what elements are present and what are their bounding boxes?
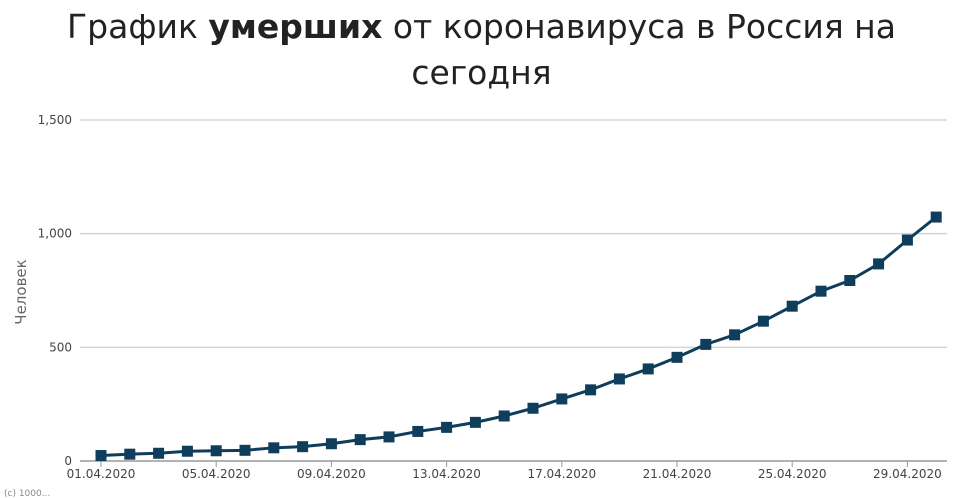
x-tick-label: 21.04.2020 bbox=[643, 467, 712, 481]
data-point[interactable] bbox=[325, 438, 337, 450]
data-point[interactable] bbox=[124, 448, 136, 460]
data-point[interactable] bbox=[153, 447, 165, 459]
data-point[interactable] bbox=[585, 384, 597, 396]
data-point[interactable] bbox=[354, 434, 366, 446]
x-tick-label: 29.04.2020 bbox=[873, 467, 942, 481]
data-point[interactable] bbox=[527, 402, 539, 414]
series-deaths bbox=[95, 211, 942, 462]
data-point[interactable] bbox=[383, 431, 395, 443]
data-point[interactable] bbox=[210, 445, 222, 457]
data-point[interactable] bbox=[239, 444, 251, 456]
credit-text: (c) 1000... bbox=[4, 489, 50, 498]
y-tick-label: 0 bbox=[64, 454, 72, 468]
title-part1: График bbox=[67, 7, 209, 46]
data-point[interactable] bbox=[786, 300, 798, 312]
grid-lines bbox=[80, 119, 947, 462]
title-line2: сегодня bbox=[411, 53, 552, 92]
data-point[interactable] bbox=[441, 421, 453, 433]
x-tick-label: 17.04.2020 bbox=[527, 467, 596, 481]
data-point[interactable] bbox=[757, 315, 769, 327]
y-tick-label: 1,500 bbox=[38, 113, 72, 127]
data-point[interactable] bbox=[729, 329, 741, 341]
data-point[interactable] bbox=[700, 338, 712, 350]
y-tick-label: 500 bbox=[49, 340, 72, 354]
data-point[interactable] bbox=[930, 211, 942, 223]
y-axis-label: Человек bbox=[12, 259, 30, 324]
data-point[interactable] bbox=[181, 445, 193, 457]
data-point[interactable] bbox=[901, 234, 913, 246]
data-point[interactable] bbox=[844, 274, 856, 286]
data-point[interactable] bbox=[498, 410, 510, 422]
data-point[interactable] bbox=[556, 393, 568, 405]
data-point[interactable] bbox=[671, 351, 683, 363]
y-tick-label: 1,000 bbox=[38, 227, 72, 241]
x-tick-label: 25.04.2020 bbox=[758, 467, 827, 481]
x-tick-label: 13.04.2020 bbox=[412, 467, 481, 481]
data-point[interactable] bbox=[642, 363, 654, 375]
series-line bbox=[100, 215, 938, 458]
data-point[interactable] bbox=[815, 285, 827, 297]
data-point[interactable] bbox=[873, 258, 885, 270]
data-point[interactable] bbox=[95, 450, 107, 462]
x-tick-label: 01.04.2020 bbox=[67, 467, 136, 481]
data-point[interactable] bbox=[268, 442, 280, 454]
data-point[interactable] bbox=[613, 373, 625, 385]
title-part2: от коронавируса в Россия на bbox=[382, 7, 896, 46]
x-axis-ticks: 01.04.2020 05.04.2020 09.04.2020 13.04.2020… bbox=[67, 461, 942, 481]
data-point[interactable] bbox=[469, 416, 481, 428]
chart-title: График умерших от коронавируса в Россия … bbox=[0, 4, 963, 96]
y-axis-ticks: 0 500 1,000 1,500 bbox=[38, 113, 72, 468]
data-point[interactable] bbox=[412, 425, 424, 437]
title-bold: умерших bbox=[208, 7, 383, 46]
x-tick-label: 09.04.2020 bbox=[297, 467, 366, 481]
data-point[interactable] bbox=[297, 441, 309, 453]
x-tick-label: 05.04.2020 bbox=[182, 467, 251, 481]
